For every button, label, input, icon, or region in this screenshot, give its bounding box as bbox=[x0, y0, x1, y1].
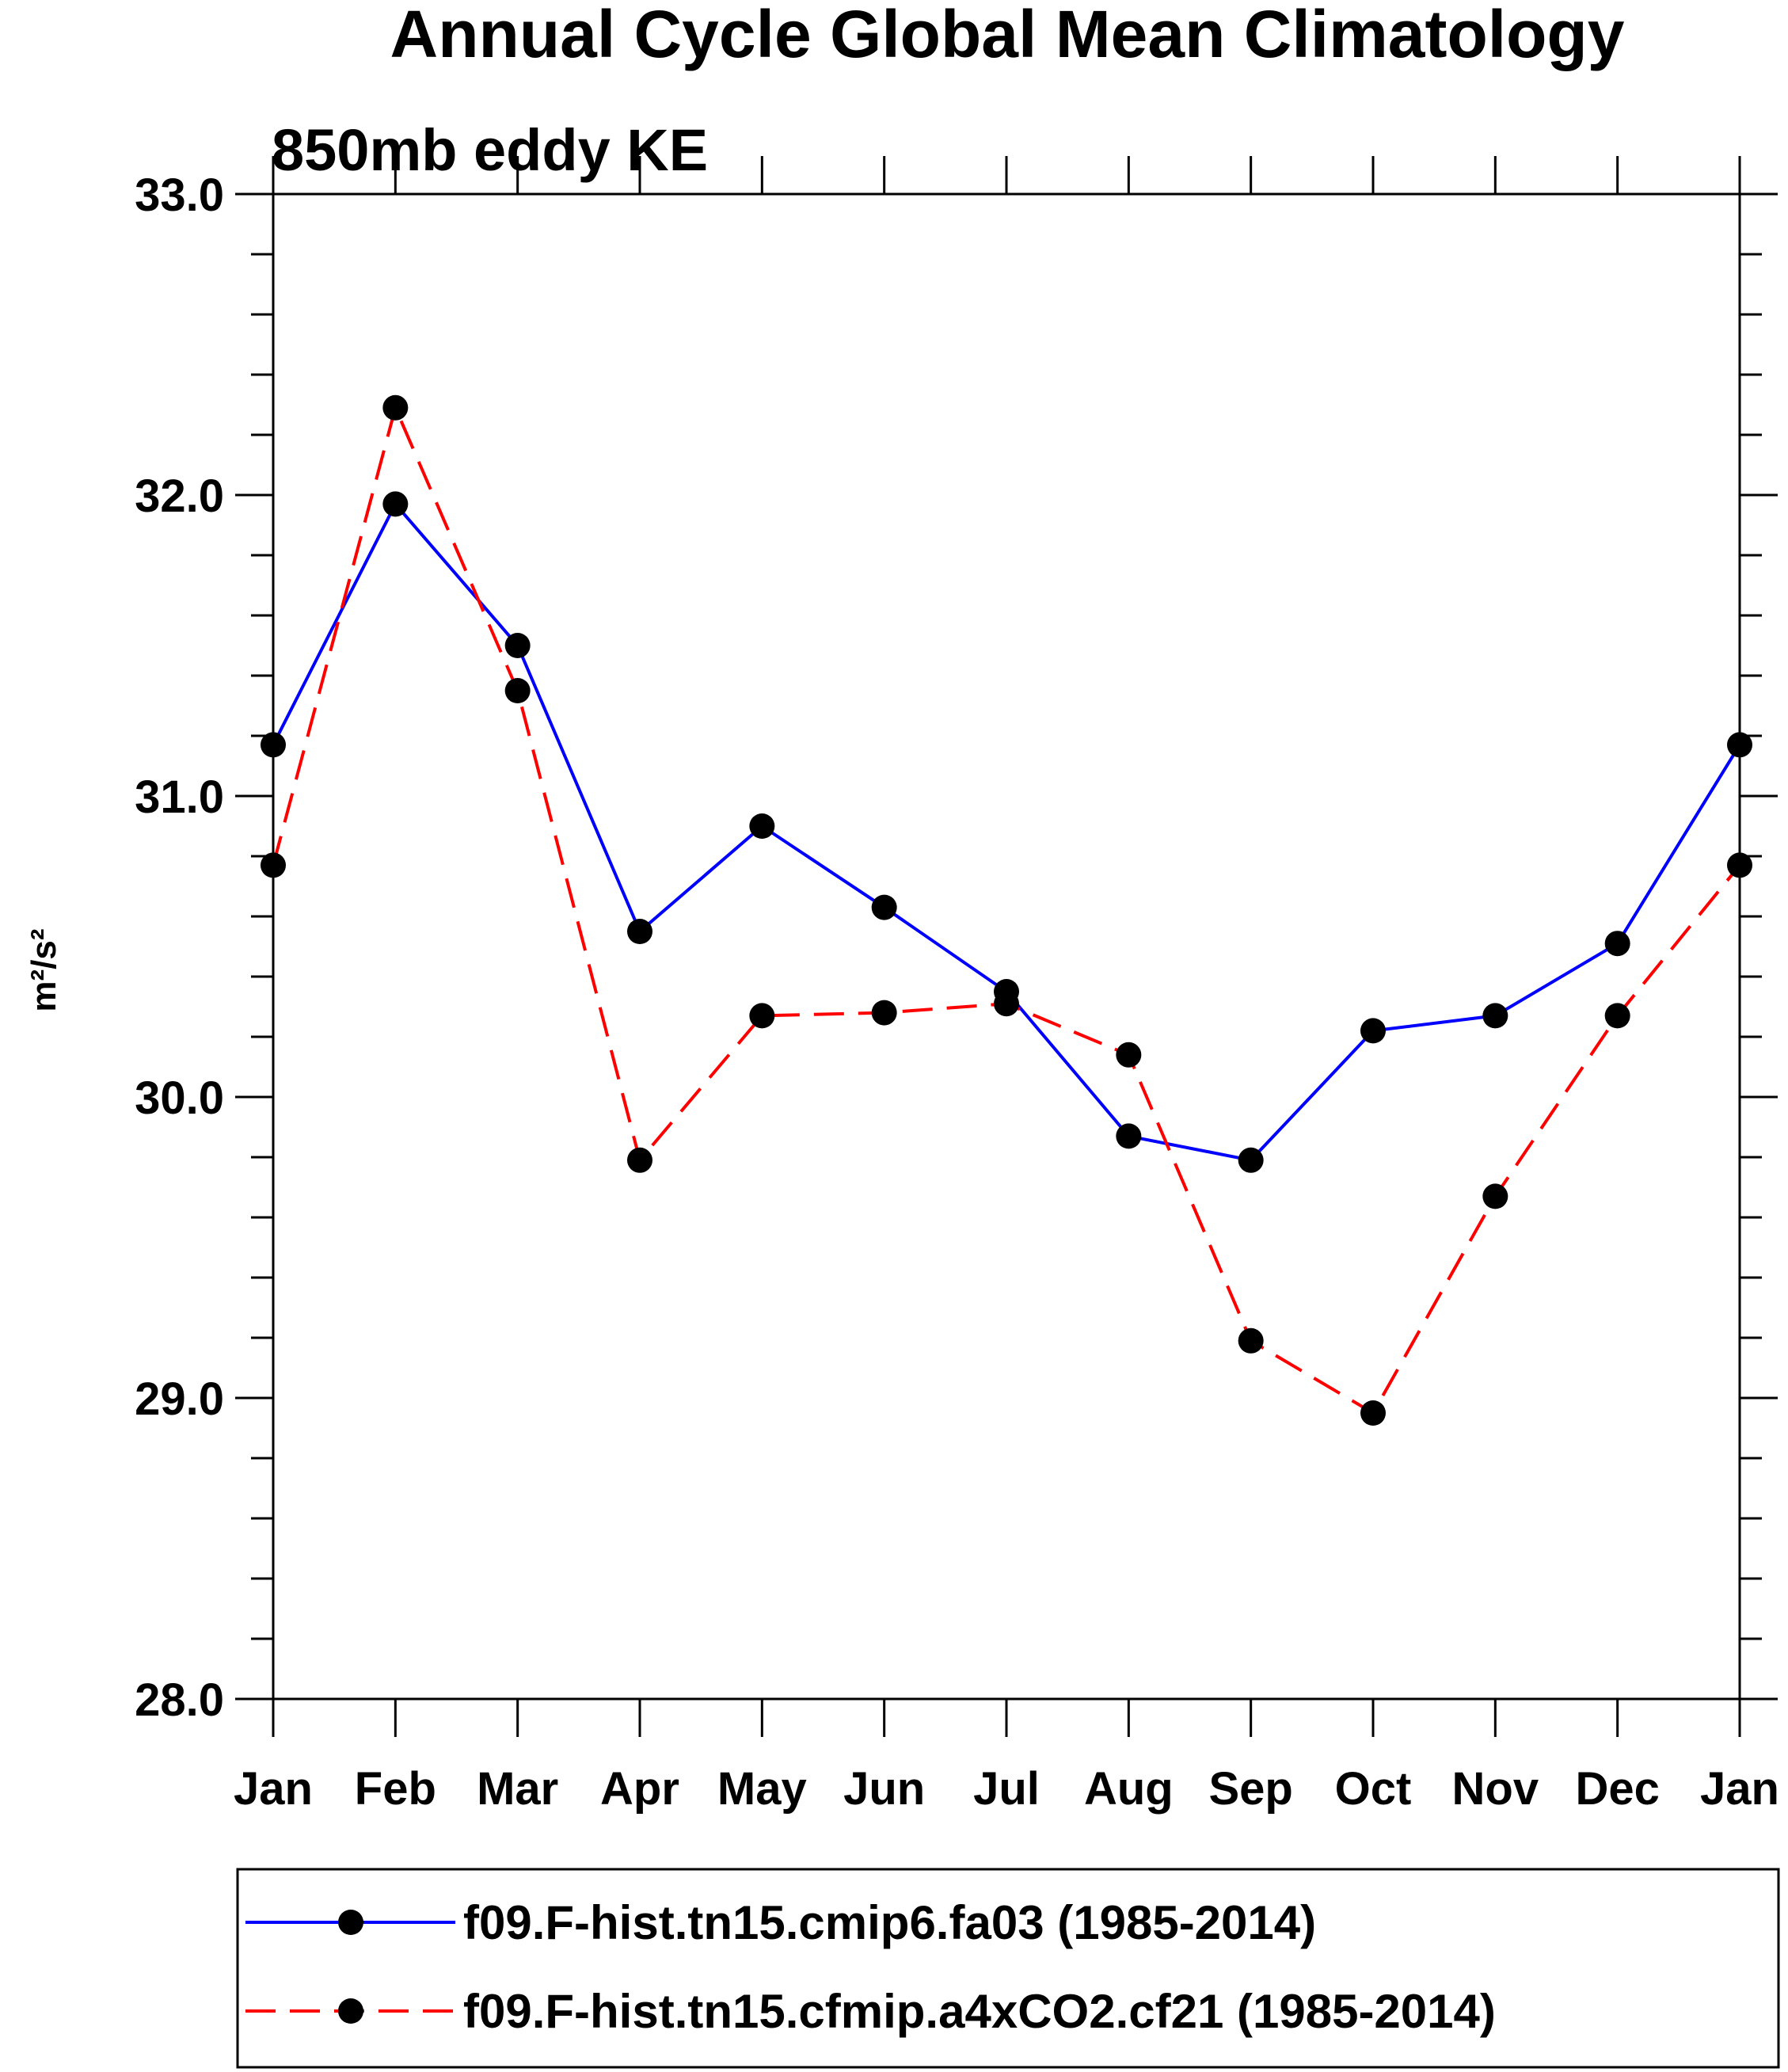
data-point-series-2 bbox=[749, 1003, 775, 1029]
y-axis-label: m²/s² bbox=[25, 928, 63, 1011]
chart-title: Annual Cycle Global Mean Climatology bbox=[390, 0, 1625, 71]
data-point-series-1 bbox=[1482, 1003, 1508, 1029]
x-tick-label: Jan bbox=[234, 1763, 313, 1815]
series-lines bbox=[272, 406, 1741, 1415]
data-point-series-1 bbox=[749, 813, 775, 839]
legend-marker-2 bbox=[338, 1998, 363, 2024]
y-tick-label: 29.0 bbox=[135, 1373, 224, 1425]
data-point-series-2 bbox=[1238, 1327, 1264, 1354]
x-tick-label: May bbox=[717, 1763, 807, 1815]
x-tick-label: Jan bbox=[1700, 1763, 1779, 1815]
x-tick-label: Oct bbox=[1335, 1763, 1412, 1815]
data-point-series-1 bbox=[627, 919, 652, 944]
legend-label-1: f09.F-hist.tn15.cmip6.fa03 (1985-2014) bbox=[463, 1896, 1316, 1949]
data-markers bbox=[261, 394, 1752, 1426]
data-point-series-1 bbox=[1727, 732, 1752, 758]
data-point-series-1 bbox=[1238, 1147, 1264, 1173]
data-point-series-2 bbox=[1116, 1042, 1142, 1068]
data-point-series-2 bbox=[627, 1147, 652, 1173]
data-point-series-2 bbox=[382, 394, 409, 421]
x-tick-label: Feb bbox=[355, 1763, 436, 1815]
data-point-series-2 bbox=[504, 678, 531, 703]
x-tick-label: Sep bbox=[1208, 1763, 1292, 1815]
x-tick-label: Mar bbox=[477, 1763, 558, 1815]
data-point-series-2 bbox=[871, 1000, 897, 1026]
data-point-series-2 bbox=[1604, 1003, 1630, 1029]
y-axis-label-text: m²/s² bbox=[25, 928, 63, 1011]
y-tick-label: 28.0 bbox=[135, 1674, 224, 1726]
legend-marker-1 bbox=[338, 1910, 363, 1935]
plot-frame bbox=[272, 192, 1741, 1701]
data-point-series-2 bbox=[994, 991, 1019, 1017]
x-tick-label: Nov bbox=[1452, 1763, 1539, 1815]
x-tick-label: Dec bbox=[1575, 1763, 1659, 1815]
x-tick-label: Jun bbox=[843, 1763, 925, 1815]
x-tick-label: Apr bbox=[600, 1763, 679, 1815]
y-tick-label: 30.0 bbox=[135, 1072, 224, 1124]
y-tick-labels: 28.0 29.0 30.0 31.0 32.0 33.0 bbox=[135, 169, 224, 1726]
legend-box bbox=[236, 1868, 1780, 2069]
y-tick-label: 31.0 bbox=[135, 771, 224, 823]
data-point-series-1 bbox=[1360, 1018, 1386, 1044]
data-point-series-1 bbox=[382, 491, 409, 517]
data-point-series-2 bbox=[1360, 1400, 1386, 1426]
legend: f09.F-hist.tn15.cmip6.fa03 (1985-2014) f0… bbox=[236, 1868, 1780, 2069]
data-point-series-1 bbox=[261, 732, 286, 758]
x-tick-label: Jul bbox=[973, 1763, 1040, 1815]
data-point-series-1 bbox=[1604, 931, 1630, 957]
axis-ticks bbox=[235, 156, 1778, 1737]
data-point-series-2 bbox=[1727, 852, 1752, 878]
y-tick-label: 33.0 bbox=[135, 169, 224, 221]
data-point-series-1 bbox=[1116, 1123, 1142, 1149]
x-tick-label: Aug bbox=[1084, 1763, 1174, 1815]
chart-subtitle: 850mb eddy KE bbox=[272, 117, 708, 183]
data-point-series-1 bbox=[504, 633, 531, 658]
x-tick-labels: Jan Feb Mar Apr May Jun Jul Aug Sep Oct Nov Dec Jan bbox=[234, 1763, 1779, 1815]
legend-label-2: f09.F-hist.tn15.cfmip.a4xCO2.cf21 (1985-… bbox=[463, 1985, 1496, 2038]
plot-border bbox=[272, 192, 1741, 1701]
data-point-series-2 bbox=[261, 852, 286, 878]
data-point-series-2 bbox=[1482, 1183, 1508, 1209]
y-tick-label: 32.0 bbox=[135, 470, 224, 522]
series-line-2 bbox=[272, 406, 1741, 1415]
data-point-series-1 bbox=[871, 894, 897, 920]
series-line-1 bbox=[272, 502, 1741, 1162]
